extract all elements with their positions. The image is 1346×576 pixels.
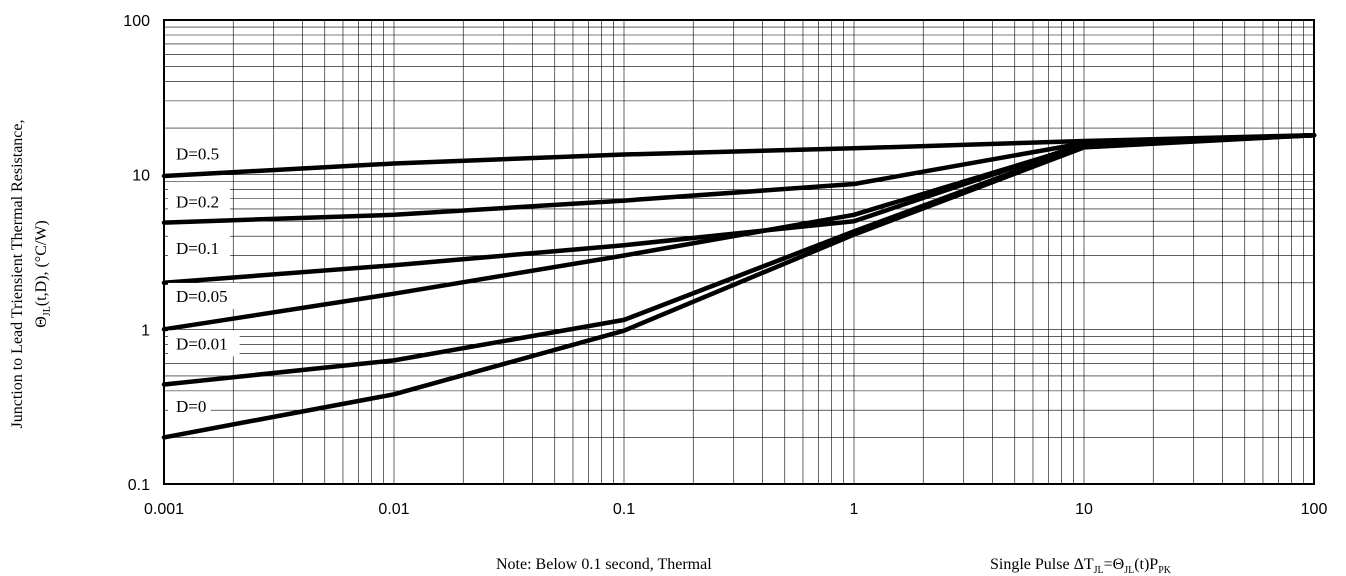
y-axis-label-line2: ΘJL(t,D), (°C/W) bbox=[33, 220, 53, 328]
series-line-d-0-2 bbox=[161, 132, 1317, 225]
y-axis-label-line1: Junction to Lead Triensient Thermal Resi… bbox=[9, 120, 26, 429]
series-lines bbox=[161, 132, 1317, 440]
x-tick-label: 10 bbox=[1075, 501, 1093, 518]
series-label: D=0 bbox=[176, 397, 206, 416]
grid-lines bbox=[163, 20, 1314, 485]
y-tick-label: 100 bbox=[123, 13, 150, 30]
x-tick-label: 100 bbox=[1301, 501, 1328, 518]
y-tick-label: 1 bbox=[141, 322, 150, 339]
x-tick-label: 0.01 bbox=[378, 501, 409, 518]
plot-frame bbox=[163, 19, 1315, 485]
series-label-bg bbox=[168, 330, 240, 357]
series-label-bg bbox=[168, 188, 230, 215]
series-label-bg bbox=[168, 282, 240, 309]
series-line-d-0 bbox=[161, 132, 1317, 440]
chart-note: Note: Below 0.1 second, Thermal bbox=[496, 556, 712, 573]
y-tick-label: 0.1 bbox=[128, 477, 150, 494]
series-label-bg bbox=[168, 140, 230, 167]
y-tick-label: 10 bbox=[132, 168, 150, 185]
series-label-bg bbox=[168, 235, 230, 262]
x-tick-label: 0.1 bbox=[613, 501, 635, 518]
y-axis-ticks: 0.1 1 10 100 bbox=[123, 13, 150, 494]
series-label: D=0.05 bbox=[176, 287, 228, 306]
series-label: D=0.5 bbox=[176, 145, 219, 164]
series-label-bg bbox=[168, 392, 211, 419]
series-label: D=0.01 bbox=[176, 334, 228, 353]
chart-formula: Single Pulse ΔTJL=ΘJL(t)PPK bbox=[990, 556, 1172, 576]
x-axis-ticks: 0.001 0.01 0.1 1 10 100 bbox=[144, 501, 1327, 518]
series-label: D=0.1 bbox=[176, 239, 219, 258]
series-label: D=0.2 bbox=[176, 193, 219, 212]
series-line-d-0-01 bbox=[161, 132, 1317, 387]
x-tick-label: 1 bbox=[850, 501, 859, 518]
x-tick-label: 0.001 bbox=[144, 501, 184, 518]
series-labels: D=0.5 D=0.2 D=0.1 D=0.05 D=0.01 D=0 bbox=[168, 140, 240, 419]
